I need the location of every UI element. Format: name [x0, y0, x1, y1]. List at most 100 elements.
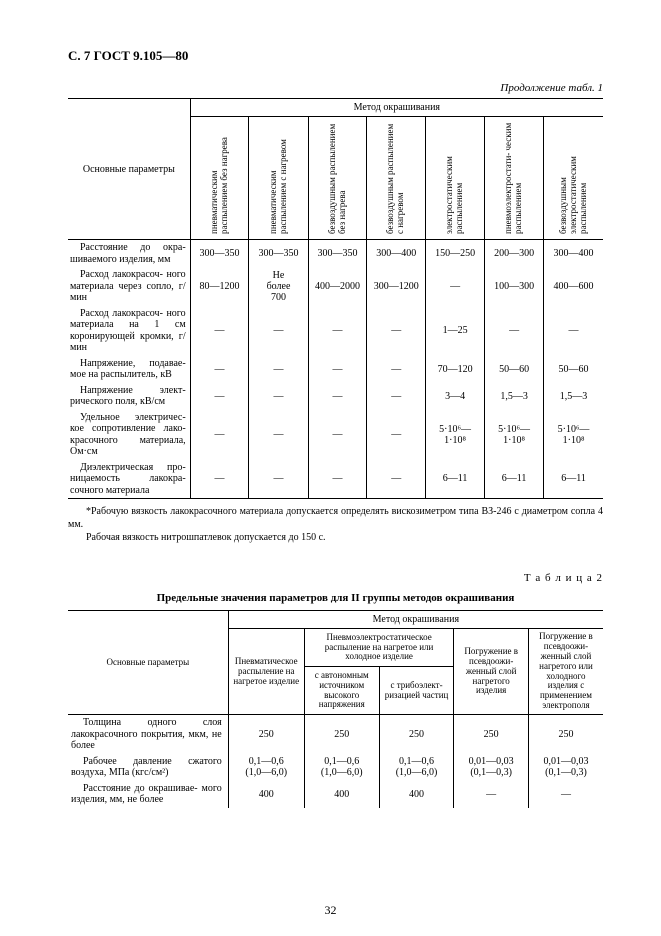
t1-cell: 50—60: [544, 356, 603, 383]
t1-cell: 300—350: [190, 240, 249, 268]
t1-cell: 150—250: [426, 240, 485, 268]
t2-cell: 400: [379, 781, 454, 808]
t1-cell: —: [308, 356, 367, 383]
t1-col-header: безвоздушным электростатическим распылен…: [544, 117, 603, 240]
t1-cell: 5·10⁶—1·10⁸: [485, 410, 544, 460]
t1-col-header: безвоздушным распылением с нагревом: [367, 117, 426, 240]
t2-col-auto: с автономным источником высокого напряже…: [304, 666, 379, 714]
t2-col-dip-ep: Погружение в псевдоожи- женный слой нагр…: [528, 629, 603, 715]
t2-col-tribo: с трибоэлект- ризацией частиц: [379, 666, 454, 714]
t1-cell: —: [308, 410, 367, 460]
t1-cell: 5·10⁶—1·10⁸: [426, 410, 485, 460]
t1-row-label: Напряжение элект- рического поля, кВ/см: [68, 383, 190, 410]
t1-row-label: Расход лакокрасоч- ного материала на 1 с…: [68, 306, 190, 356]
table-2: Основные параметры Метод окрашивания Пне…: [68, 610, 603, 808]
t1-cell: —: [367, 383, 426, 410]
t1-cell: 80—1200: [190, 267, 249, 306]
t1-cell: —: [426, 267, 485, 306]
continuation-label: Продолжение табл. 1: [68, 82, 603, 94]
t1-cell: —: [367, 460, 426, 499]
t2-method-header: Метод окрашивания: [228, 611, 603, 629]
t2-cell: 0,01—0,03(0,1—0,3): [528, 754, 603, 781]
t1-cell: —: [308, 383, 367, 410]
t2-cell: 0,1—0,6(1,0—6,0): [379, 754, 454, 781]
t1-cell: 300—400: [367, 240, 426, 268]
t2-col-pneumo-el: Пневмоэлектростатическое распыление на н…: [304, 629, 454, 667]
t1-cell: —: [308, 460, 367, 499]
t2-cell: —: [528, 781, 603, 808]
t1-cell: 5·10⁶—1·10⁸: [544, 410, 603, 460]
t2-cell: 250: [454, 715, 529, 754]
t1-cell: 1,5—3: [485, 383, 544, 410]
t1-cell: —: [249, 356, 308, 383]
t2-cell: 400: [304, 781, 379, 808]
t1-cell: —: [190, 383, 249, 410]
t1-cell: —: [249, 383, 308, 410]
t1-row-label: Расстояние до окра- шиваемого изделия, м…: [68, 240, 190, 268]
t1-cell: 6—11: [544, 460, 603, 499]
t2-row-label: Расстояние до окрашивае- мого изделия, м…: [68, 781, 228, 808]
t1-cell: —: [249, 306, 308, 356]
t1-cell: —: [367, 306, 426, 356]
t1-cell: —: [544, 306, 603, 356]
t1-method-header: Метод окрашивания: [190, 99, 603, 117]
t1-row-label: Удельное электричес- кое сопротивление л…: [68, 410, 190, 460]
t1-cell: 200—300: [485, 240, 544, 268]
t2-cell: —: [454, 781, 529, 808]
t1-cell: —: [190, 306, 249, 356]
t2-cell: 250: [304, 715, 379, 754]
t1-cell: 3—4: [426, 383, 485, 410]
table-2-title: Предельные значения параметров для II гр…: [68, 592, 603, 604]
t2-row-label: Толщина одного слоя лакокрасочного покры…: [68, 715, 228, 754]
t2-row-label: Рабочее давление сжатого воздуха, МПа (к…: [68, 754, 228, 781]
t1-cell: 300—350: [249, 240, 308, 268]
t1-cell: 6—11: [485, 460, 544, 499]
t2-cell: 250: [528, 715, 603, 754]
t2-cell: 0,1—0,6(1,0—6,0): [304, 754, 379, 781]
t1-cell: Неболее700: [249, 267, 308, 306]
t1-cell: —: [367, 356, 426, 383]
t1-col-header: пневматическим распылением с нагревом: [249, 117, 308, 240]
t1-col-header: пневмоэлектростати- ческим распылением: [485, 117, 544, 240]
page-number: 32: [0, 903, 661, 918]
t1-param-header: Основные параметры: [68, 99, 190, 240]
t1-cell: 70—120: [426, 356, 485, 383]
t1-row-label: Расход лакокрасоч- ного материала через …: [68, 267, 190, 306]
t1-row-label: Диэлектрическая про- ницаемость лакокра-…: [68, 460, 190, 499]
t1-cell: 1—25: [426, 306, 485, 356]
t1-col-header: пневматическим распылением без нагрева: [190, 117, 249, 240]
t1-col-header: безвоздушным распылением без нагрева: [308, 117, 367, 240]
t1-row-label: Напряжение, подавае- мое на распылитель,…: [68, 356, 190, 383]
t2-col-pneum: Пневматическое распыление на нагретое из…: [228, 629, 304, 715]
t2-col-dip: Погружение в псевдоожи- женный слой нагр…: [454, 629, 529, 715]
t1-cell: 300—400: [544, 240, 603, 268]
t1-cell: —: [367, 410, 426, 460]
t1-cell: 300—1200: [367, 267, 426, 306]
t1-cell: —: [190, 460, 249, 499]
t1-cell: 400—2000: [308, 267, 367, 306]
t1-col-header: электростатическим распылением: [426, 117, 485, 240]
footnote-block: *Рабочую вязкость лакокрасочного материа…: [68, 505, 603, 544]
t1-cell: —: [249, 410, 308, 460]
t2-cell: 0,01—0,03(0,1—0,3): [454, 754, 529, 781]
t1-cell: —: [190, 356, 249, 383]
t1-cell: —: [485, 306, 544, 356]
page-header: С. 7 ГОСТ 9.105—80: [68, 48, 603, 64]
table-2-label: Т а б л и ц а 2: [68, 572, 603, 584]
t1-cell: —: [249, 460, 308, 499]
t1-cell: 1,5—3: [544, 383, 603, 410]
t1-cell: 300—350: [308, 240, 367, 268]
t1-cell: —: [308, 306, 367, 356]
t1-cell: 50—60: [485, 356, 544, 383]
t1-cell: —: [190, 410, 249, 460]
footnote-plain: Рабочая вязкость нитрошпатлевок допускае…: [68, 531, 603, 544]
t2-param-header: Основные параметры: [68, 611, 228, 715]
t2-cell: 250: [379, 715, 454, 754]
t1-cell: 100—300: [485, 267, 544, 306]
t2-cell: 400: [228, 781, 304, 808]
footnote-star: *Рабочую вязкость лакокрасочного материа…: [68, 505, 603, 531]
t2-cell: 250: [228, 715, 304, 754]
t1-cell: 400—600: [544, 267, 603, 306]
t2-cell: 0,1—0,6(1,0—6,0): [228, 754, 304, 781]
table-1: Основные параметры Метод окрашивания пне…: [68, 98, 603, 499]
